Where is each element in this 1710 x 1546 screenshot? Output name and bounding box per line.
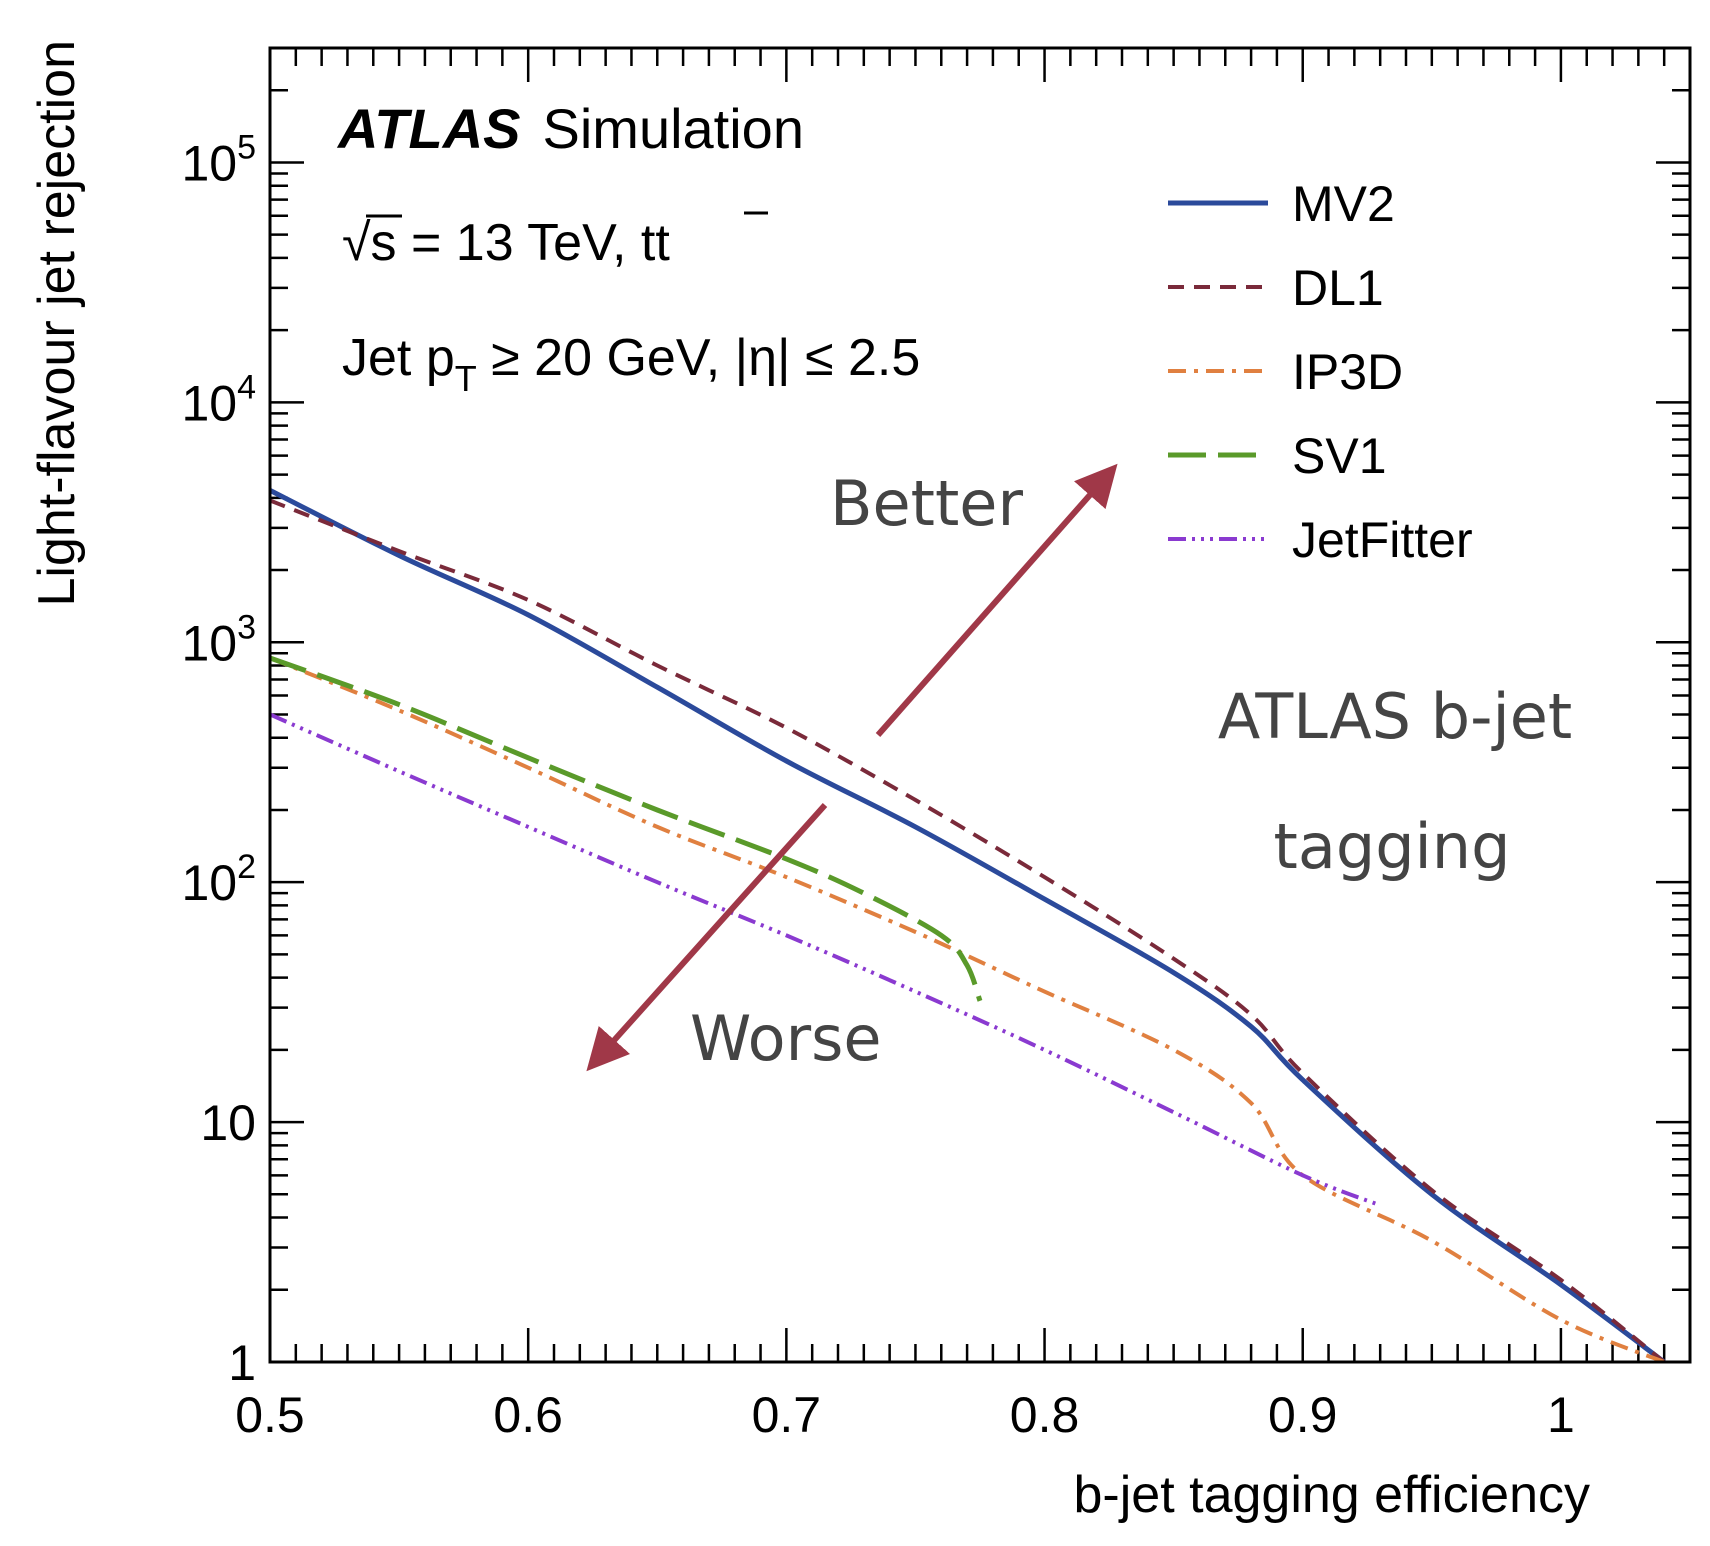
series-line-dl1: [270, 498, 1666, 1362]
better-label: Better: [830, 467, 1023, 540]
series-line-mv2: [270, 488, 1666, 1362]
y-tick-label: 103: [181, 608, 256, 671]
x-tick-label: 0.9: [1268, 1387, 1338, 1443]
legend-label-jetfitter: JetFitter: [1292, 512, 1473, 568]
better-arrow: [875, 463, 1118, 737]
series-line-jetfitter: [270, 712, 1381, 1208]
note-line-1: ATLAS b-jet: [1218, 680, 1572, 753]
y-tick-label: 105: [181, 128, 256, 191]
plot-frame: [268, 46, 1692, 1364]
axis-ticks: [268, 46, 1692, 1364]
y-tick-label: 1: [228, 1335, 256, 1391]
legend: MV2 DL1 IP3D SV1 JetFitter: [1168, 176, 1473, 568]
y-tick-label: 102: [181, 848, 256, 911]
series-lines: [270, 488, 1666, 1362]
cuts-label: Jet pT ≥ 20 GeV, |η| ≤ 2.5: [342, 329, 920, 399]
x-tick-label: 0.7: [752, 1387, 822, 1443]
series-line-ip3d: [270, 656, 1665, 1362]
x-tick-label: 0.6: [493, 1387, 563, 1443]
x-tick-label: 0.5: [235, 1387, 305, 1443]
worse-label: Worse: [690, 1002, 882, 1075]
y-tick-label: 10: [200, 1095, 256, 1151]
legend-label-sv1: SV1: [1292, 428, 1387, 484]
tick-labels: 0.5 0.6 0.7 0.8 0.9 1 1 10 102 103 104 105: [181, 128, 1574, 1443]
experiment-bold: ATLAS: [336, 97, 521, 160]
experiment-label: ATLAS Simulation: [336, 97, 804, 160]
x-tick-label: 1: [1547, 1387, 1575, 1443]
y-tick-label: 104: [181, 368, 256, 431]
legend-label-dl1: DL1: [1292, 260, 1384, 316]
experiment-rest: Simulation: [543, 97, 804, 160]
y-axis-title: Light-flavour jet rejection: [28, 40, 86, 607]
x-axis-title: b-jet tagging efficiency: [1074, 1466, 1590, 1524]
x-tick-label: 0.8: [1010, 1387, 1080, 1443]
legend-label-ip3d: IP3D: [1292, 344, 1403, 400]
note-line-2: tagging: [1274, 810, 1511, 883]
series-line-sv1: [270, 655, 983, 1002]
energy-label: √s = 13 TeV, tt: [342, 214, 670, 272]
legend-label-mv2: MV2: [1292, 176, 1395, 232]
worse-arrow: [586, 802, 828, 1072]
